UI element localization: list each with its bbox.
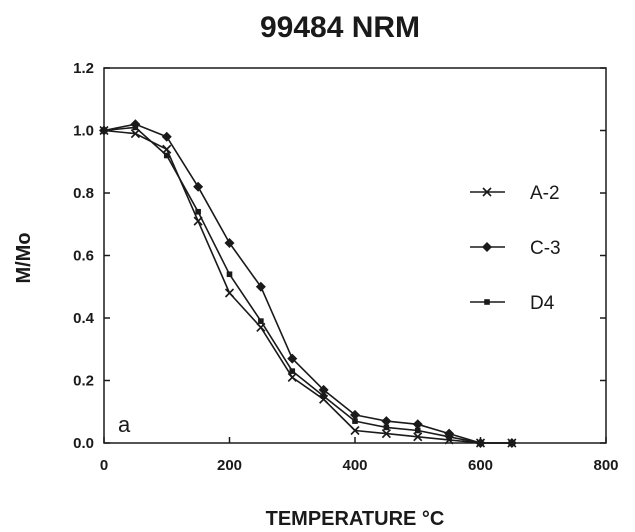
- data-point-a-2: [287, 372, 297, 382]
- data-point-d4: [383, 424, 390, 431]
- data-point-d4: [446, 433, 452, 440]
- data-point-c-3: [381, 416, 392, 427]
- series-lines: [103, 123, 512, 444]
- chart-title: 99484 NRM: [260, 11, 420, 44]
- x-tick-label: 600: [468, 457, 493, 474]
- data-point-a-2: [162, 144, 172, 154]
- x-tick-label: 200: [217, 457, 242, 474]
- data-point-d4: [477, 440, 484, 446]
- y-tick-label: 1.0: [73, 123, 94, 140]
- y-tick-label: 0.6: [73, 248, 94, 265]
- legend-label-d4: D4: [530, 293, 555, 314]
- data-point-d4: [132, 124, 139, 131]
- legend-label-c-3: C-3: [530, 238, 561, 259]
- x-axis-label: TEMPERATURE °C: [266, 508, 445, 530]
- series-line-c-3: [103, 123, 512, 444]
- legend-label-a-2: A-2: [530, 183, 560, 204]
- data-point-c-3: [193, 181, 204, 192]
- data-point-c-3: [161, 131, 172, 142]
- data-point-d4: [258, 318, 264, 324]
- data-point-c-3: [255, 281, 266, 292]
- data-point-d4: [352, 418, 358, 424]
- data-point-d4: [509, 440, 515, 446]
- data-point-a-2: [256, 322, 266, 332]
- data-point-a-2: [350, 425, 360, 436]
- data-point-c-3: [318, 384, 329, 395]
- y-axis: 0.0 0.2 0.4 0.6 0.8 1.0 1.2: [73, 60, 606, 452]
- data-point-a-2: [130, 129, 140, 139]
- data-point-d4: [101, 127, 107, 134]
- x-tick-label: 400: [342, 457, 367, 474]
- data-point-a-2: [193, 216, 203, 226]
- series-line-d4: [103, 126, 512, 444]
- x-tick-label: 0: [100, 457, 108, 474]
- y-tick-label: 0.2: [73, 373, 94, 390]
- data-point-d4: [195, 208, 201, 215]
- legend-marker-d4: [484, 299, 490, 305]
- data-point-d4: [289, 368, 296, 374]
- data-point-c-3: [350, 409, 360, 420]
- legend-marker-c-3: [482, 242, 492, 252]
- legend-marker-a-2: [482, 187, 492, 197]
- x-tick-label: 800: [593, 457, 618, 474]
- y-tick-label: 0.0: [73, 435, 94, 452]
- y-tick-label: 0.8: [73, 185, 94, 202]
- y-tick-label: 1.2: [73, 60, 94, 77]
- data-point-a-2: [413, 432, 423, 442]
- y-tick-label: 0.4: [73, 310, 95, 327]
- series-markers: [99, 119, 517, 448]
- data-point-c-3: [412, 419, 423, 430]
- data-point-a-2: [224, 288, 235, 298]
- y-axis-label: M/Mo: [13, 232, 35, 283]
- data-point-d4: [320, 393, 327, 399]
- series-line-a-2: [103, 129, 512, 444]
- legend: A-2 C-3 D4: [470, 183, 561, 314]
- data-point-d4: [226, 271, 233, 278]
- data-point-d4: [414, 427, 421, 434]
- data-point-d4: [163, 152, 170, 159]
- panel-label: a: [118, 412, 131, 437]
- data-point-c-3: [224, 238, 235, 248]
- data-point-a-2: [381, 429, 391, 439]
- data-point-c-3: [287, 353, 298, 364]
